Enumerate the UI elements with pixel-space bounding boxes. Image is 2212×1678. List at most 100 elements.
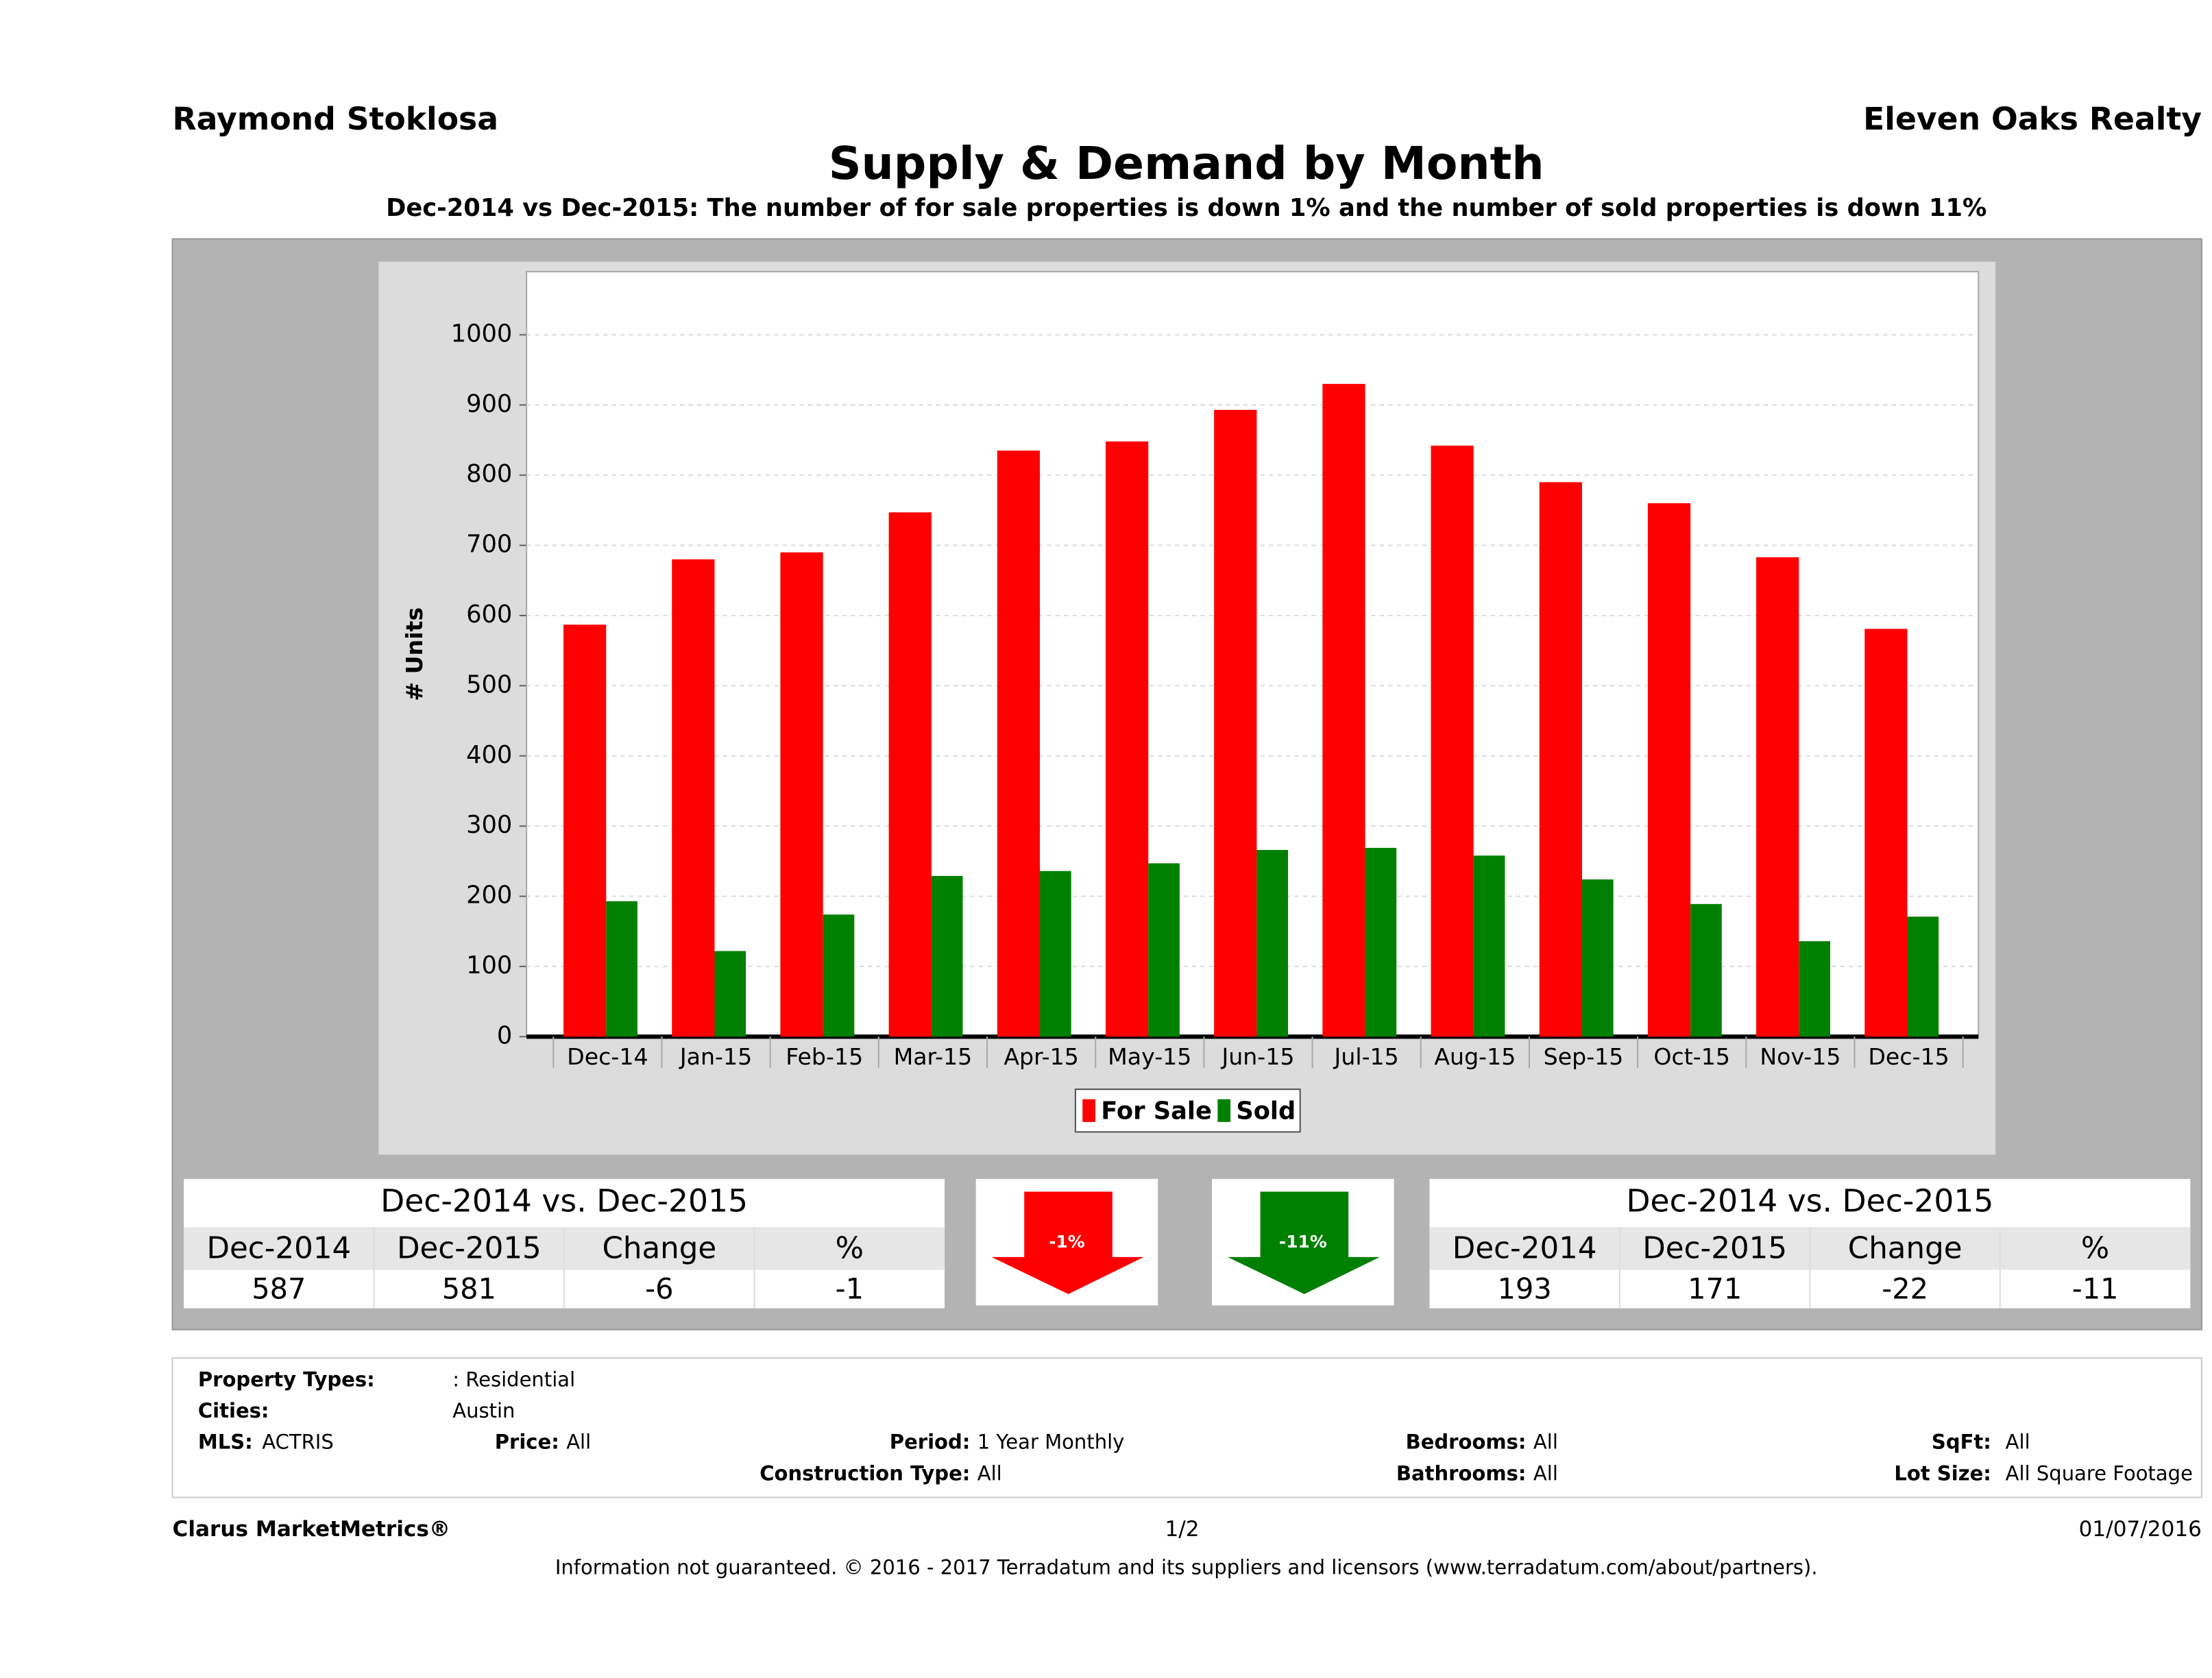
x-tick-label: Jan-15 [679, 1043, 752, 1070]
x-tick-label: Aug-15 [1434, 1043, 1516, 1070]
bar [1148, 863, 1180, 1037]
x-tick-label: Dec-15 [1868, 1043, 1949, 1070]
criteria-label: MLS: [198, 1431, 253, 1454]
criteria-value: ACTRIS [262, 1431, 334, 1454]
criteria: Property Types: : Residential Cities: Austi… [198, 1367, 2193, 1485]
y-tick-label: 400 [466, 741, 512, 769]
table-value: -1 [836, 1272, 864, 1306]
criteria-label: Bedrooms: [1406, 1431, 1527, 1454]
bar [1431, 446, 1474, 1037]
legend-label: Sold [1236, 1097, 1296, 1125]
column-header: % [2081, 1232, 2109, 1266]
x-tick-label: May-15 [1108, 1043, 1191, 1070]
down-arrow [991, 1191, 1144, 1294]
chart-subtitle: Dec-2014 vs Dec-2015: The number of for … [386, 194, 1986, 222]
column-header: Change [1848, 1232, 1962, 1266]
summary: -1% -11% Dec-2014 vs. Dec-2015 Dec-2014 58… [184, 1178, 2191, 1309]
x-tick-label: Sep-15 [1544, 1043, 1624, 1070]
criteria-value: 1 Year Monthly [977, 1431, 1125, 1454]
criteria-label: Construction Type: [759, 1461, 970, 1485]
bar [1256, 849, 1289, 1037]
criteria-label: SqFt: [1932, 1431, 1991, 1454]
bar [1907, 916, 1939, 1037]
bar [1690, 903, 1722, 1037]
y-axis-label: # Units [401, 607, 428, 701]
down-arrow [1227, 1191, 1380, 1294]
table-value: -11 [2072, 1272, 2119, 1306]
chart-title: Supply & Demand by Month [829, 136, 1544, 190]
bar [1756, 557, 1799, 1037]
column-header: Dec-2015 [1642, 1232, 1787, 1266]
bar [997, 450, 1041, 1037]
legend-label: For Sale [1101, 1097, 1212, 1125]
chart: 0 100 200 300 400 500 600 700 800 900 1000 Dec-14 Ja… [451, 319, 1979, 1133]
table-value: -6 [645, 1272, 673, 1306]
bar [672, 559, 715, 1037]
column-header: % [836, 1232, 864, 1266]
company: Eleven Oaks Realty [1863, 101, 2202, 137]
y-tick-label: 100 [466, 951, 512, 980]
bar [823, 914, 855, 1037]
bar [780, 552, 823, 1037]
agent: Raymond Stoklosa [173, 101, 498, 137]
table-title: Dec-2014 vs. Dec-2015 [380, 1183, 748, 1219]
criteria-value: All [1533, 1461, 1558, 1485]
criteria-value: All [566, 1431, 591, 1454]
y-tick-label: 600 [466, 600, 512, 629]
bar [1214, 409, 1257, 1037]
x-tick-label: Dec-14 [567, 1043, 648, 1070]
table-value: 587 [252, 1272, 306, 1306]
criteria-value: : Residential [452, 1367, 575, 1391]
bar [1864, 629, 1908, 1037]
criteria-value: All [2006, 1431, 2030, 1454]
x-tick-label: Oct-15 [1653, 1043, 1730, 1070]
bar [1539, 482, 1582, 1037]
column-header: Change [602, 1232, 716, 1266]
bar [714, 951, 746, 1037]
x-tick-label: Feb-15 [786, 1043, 863, 1070]
bar [888, 512, 932, 1037]
arrow-label: -1% [1049, 1232, 1085, 1252]
bar [931, 875, 963, 1037]
x-tick-label: Apr-15 [1004, 1043, 1079, 1070]
y-tick-label: 500 [466, 670, 512, 698]
bar [1105, 441, 1149, 1037]
criteria-value: Austin [452, 1399, 515, 1422]
table-title: Dec-2014 vs. Dec-2015 [1626, 1183, 1993, 1219]
y-tick-label: 700 [466, 531, 512, 559]
criteria-label: Price: [495, 1431, 559, 1454]
y-tick-label: 0 [497, 1021, 512, 1049]
x-tick-label: Jul-15 [1333, 1043, 1399, 1070]
legend [1074, 1089, 1301, 1133]
criteria-label: Cities: [198, 1399, 269, 1422]
column-header: Dec-2015 [397, 1232, 542, 1266]
criteria-label: Property Types: [198, 1367, 375, 1391]
x-tick-label: Nov-15 [1760, 1043, 1840, 1070]
bar [1799, 941, 1830, 1037]
arrow-label: -11% [1279, 1232, 1327, 1252]
legend-swatch [1082, 1099, 1095, 1122]
criteria-box [171, 1357, 2202, 1498]
table-value: -22 [1882, 1272, 1928, 1306]
disclaimer: Information not guaranteed. © 2016 - 201… [555, 1555, 1818, 1579]
legend-swatch [1217, 1099, 1231, 1122]
table-value: 171 [1688, 1272, 1742, 1306]
table-value: 193 [1498, 1272, 1552, 1306]
date: 01/07/2016 [2079, 1517, 2202, 1542]
table-value: 581 [442, 1272, 496, 1306]
bar [1365, 847, 1397, 1037]
bar [1473, 855, 1505, 1037]
criteria-label: Bathrooms: [1396, 1461, 1527, 1485]
bar [563, 624, 607, 1037]
y-tick-label: 1000 [451, 319, 513, 348]
criteria-label: Period: [890, 1431, 971, 1454]
criteria-value: All [977, 1461, 1002, 1485]
y-tick-label: 800 [466, 460, 512, 488]
x-tick-label: Jun-15 [1220, 1043, 1294, 1070]
bar [606, 901, 637, 1037]
criteria-value: All Square Footage [2006, 1461, 2193, 1485]
bar [1040, 871, 1071, 1037]
page-number: 1/2 [1165, 1517, 1199, 1542]
column-header: Dec-2014 [1453, 1232, 1597, 1266]
